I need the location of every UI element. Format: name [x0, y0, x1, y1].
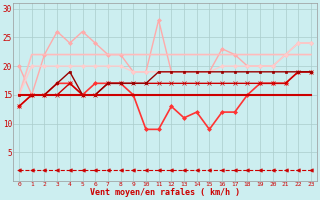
- X-axis label: Vent moyen/en rafales ( km/h ): Vent moyen/en rafales ( km/h ): [90, 188, 240, 197]
